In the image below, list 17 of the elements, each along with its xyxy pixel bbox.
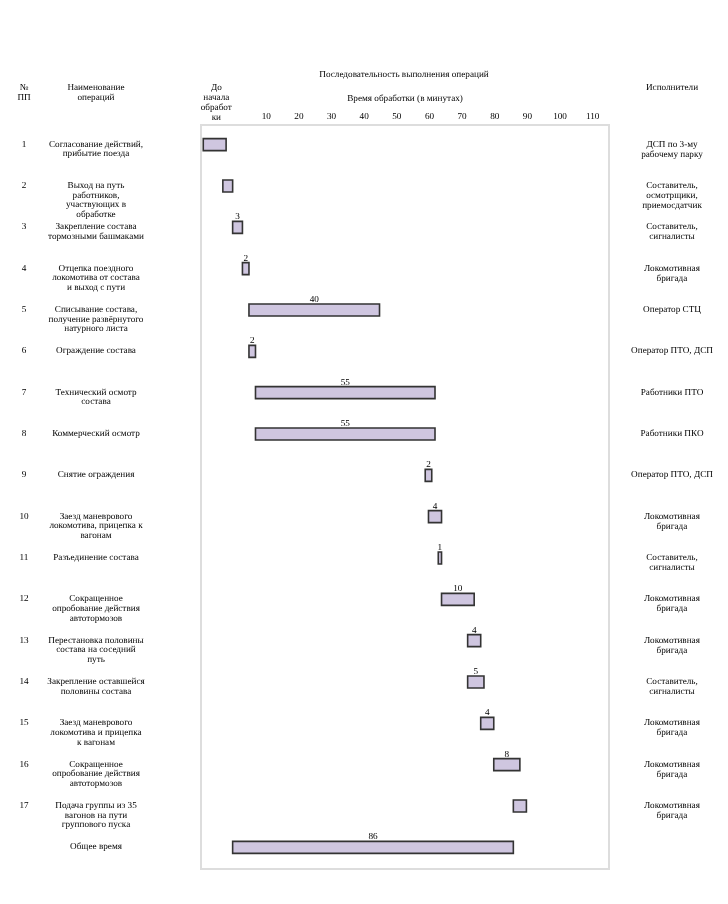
bar [222,179,234,193]
bar [231,220,244,235]
bar [424,468,433,483]
bar [466,633,482,648]
bar [512,799,528,813]
bar [492,757,521,772]
bar [466,675,485,689]
bar [479,716,495,731]
bar [202,137,227,152]
bar [254,385,436,400]
bar [248,303,381,317]
bar [231,840,515,855]
bar [254,427,436,441]
bar [427,509,443,524]
bar [440,592,475,607]
bar [248,344,257,359]
bar [241,261,250,276]
